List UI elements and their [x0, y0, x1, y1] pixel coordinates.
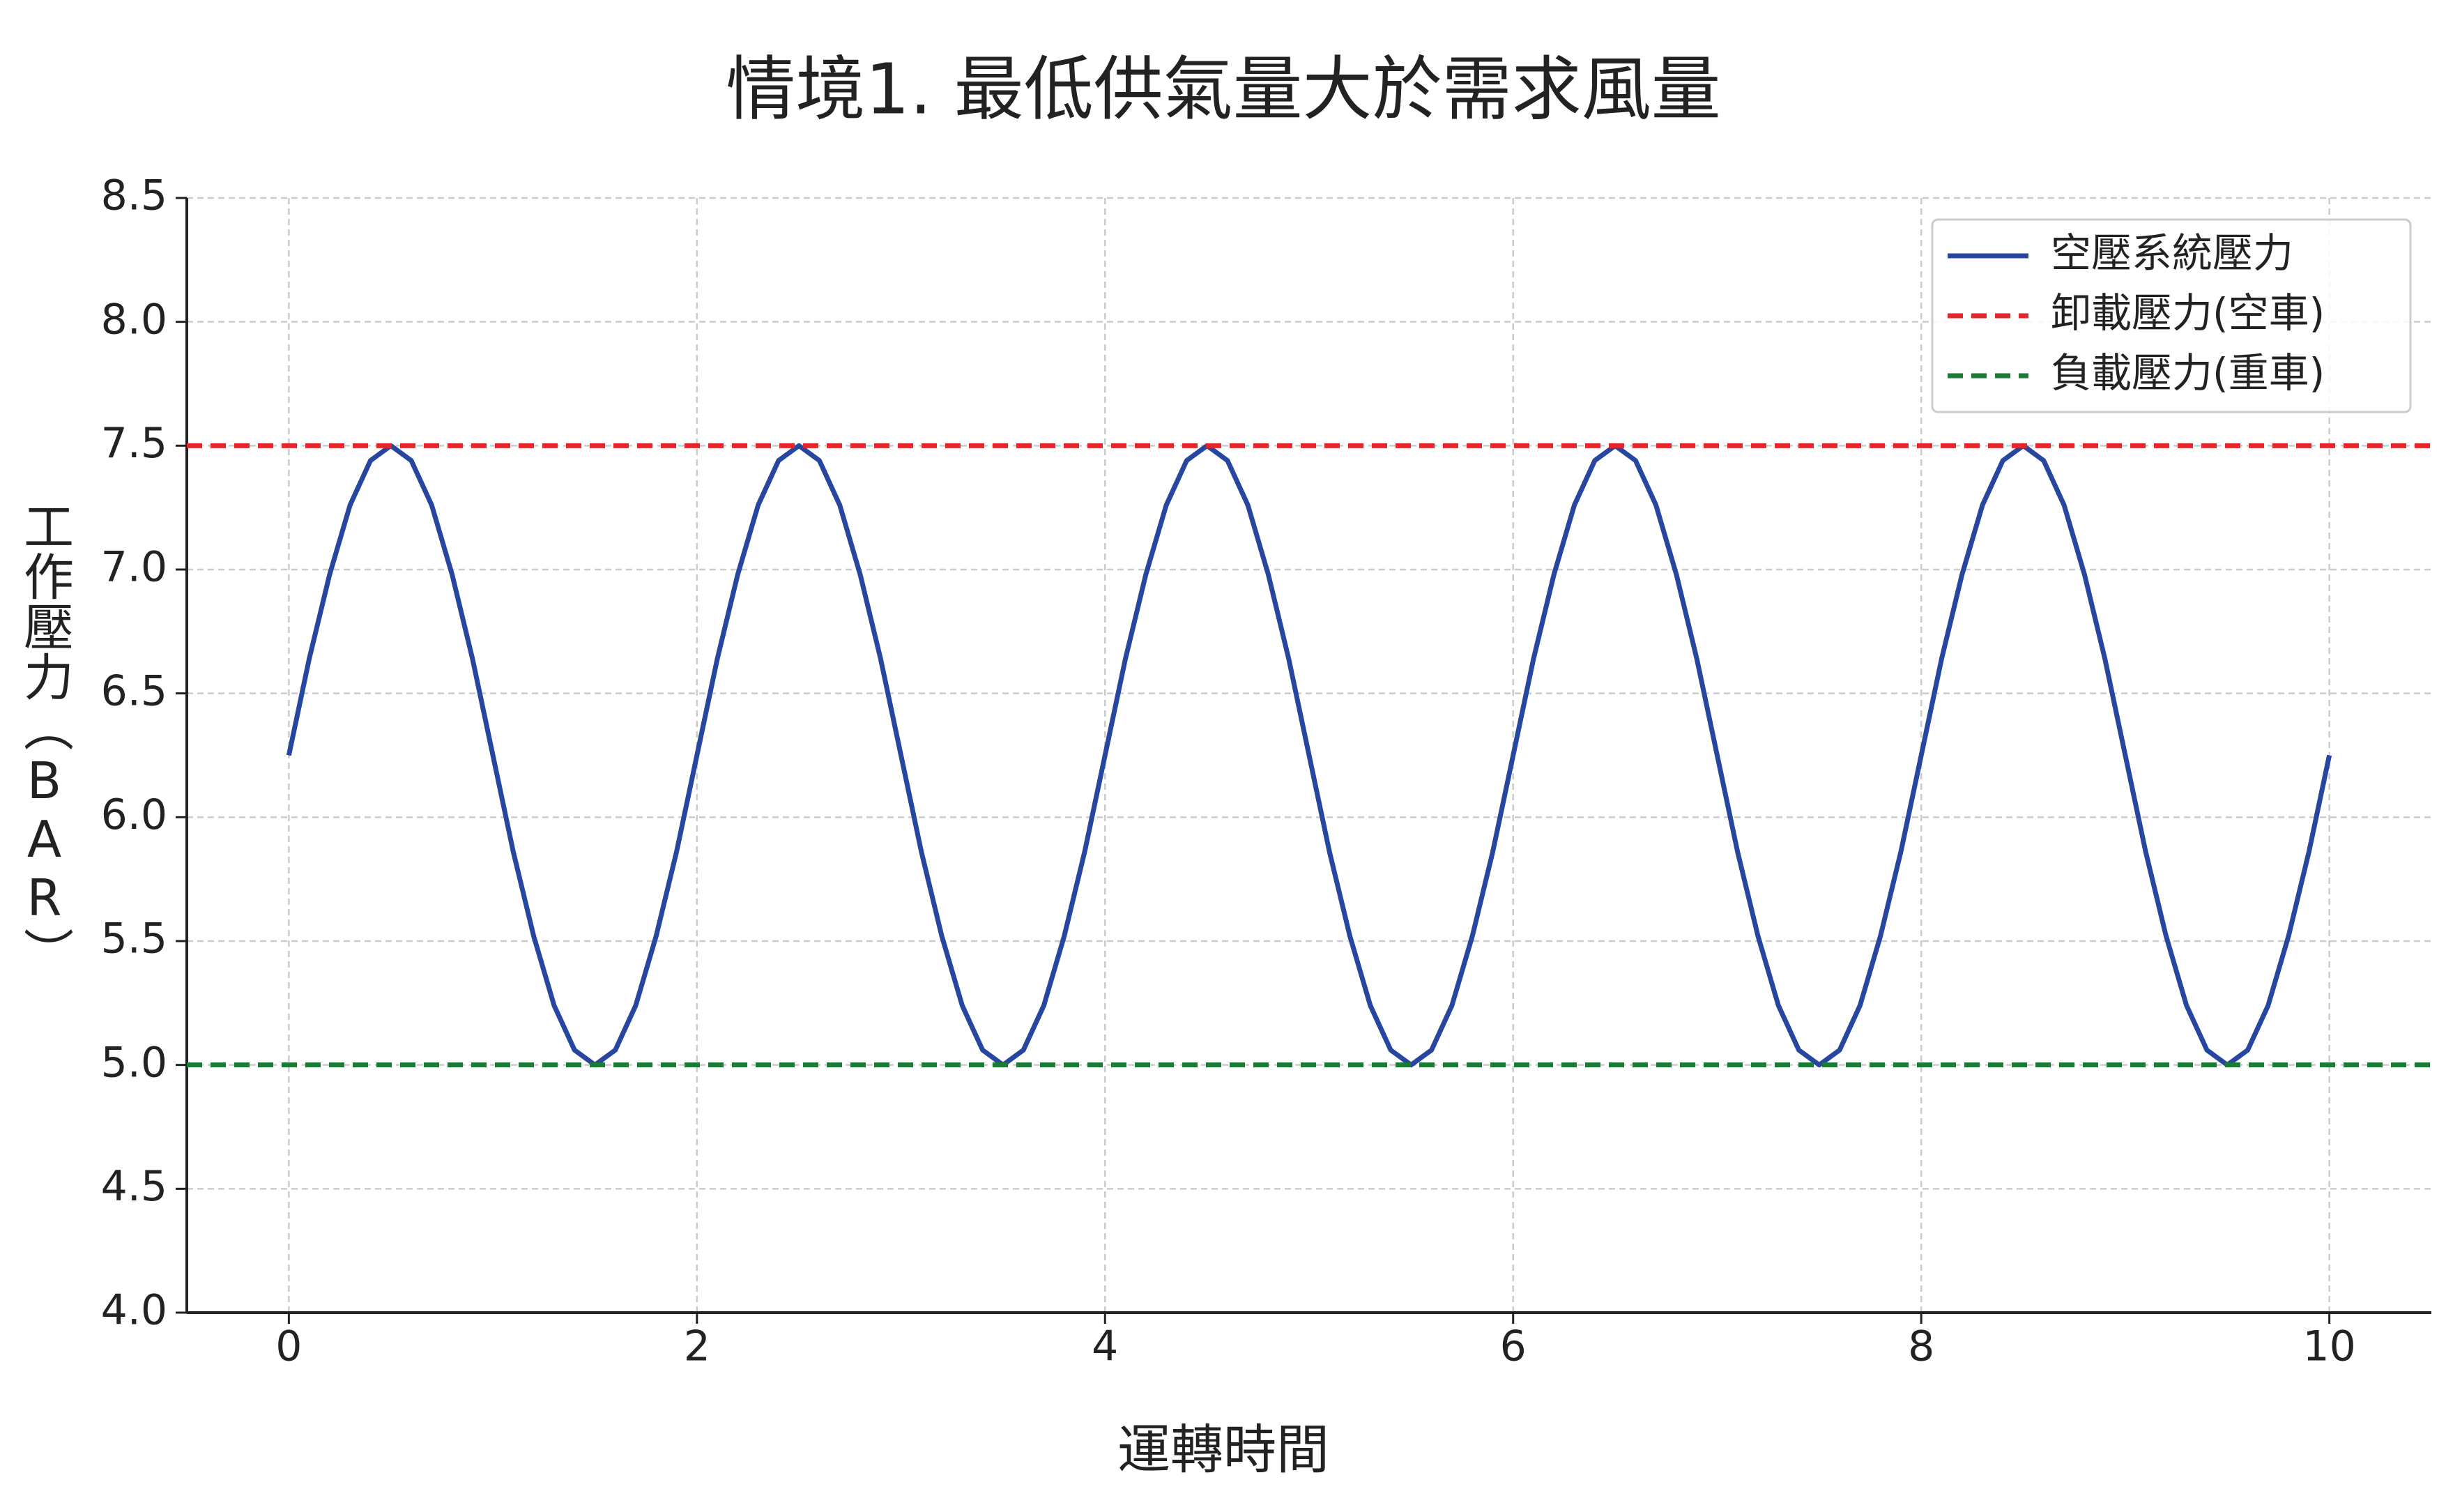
y-tick-label: 4.0 — [101, 1286, 167, 1335]
x-tick-label: 4 — [1092, 1322, 1118, 1371]
chart-title: 情境1. 最低供氣量大於需求風量 — [726, 48, 1720, 130]
x-axis-label: 運轉時間 — [1117, 1419, 1329, 1481]
y-tick-label: 7.5 — [101, 419, 167, 468]
legend-label: 卸載壓力(空車) — [2051, 289, 2325, 337]
x-tick-label: 6 — [1500, 1322, 1527, 1371]
y-tick-label: 6.0 — [101, 791, 167, 839]
x-tick-label: 8 — [1908, 1322, 1934, 1371]
y-tick-label: 5.5 — [101, 915, 167, 963]
y-tick-label: 8.5 — [101, 171, 167, 220]
legend-box — [1931, 218, 2412, 413]
legend-label: 負載壓力(重車) — [2051, 349, 2325, 397]
y-tick-label: 4.5 — [101, 1162, 167, 1211]
y-tick-label: 7.0 — [101, 543, 167, 592]
y-tick-label: 8.0 — [101, 295, 167, 344]
x-tick-label: 2 — [684, 1322, 710, 1371]
series-line — [286, 443, 2332, 1068]
y-tick-label: 5.0 — [101, 1038, 167, 1087]
y-axis-label: 工作壓力（BAR） — [15, 501, 73, 977]
legend-label: 空壓系統壓力 — [2051, 229, 2293, 277]
x-tick-label: 0 — [275, 1322, 302, 1371]
y-tick-label: 6.5 — [101, 666, 167, 715]
x-tick-label: 10 — [2302, 1322, 2355, 1371]
